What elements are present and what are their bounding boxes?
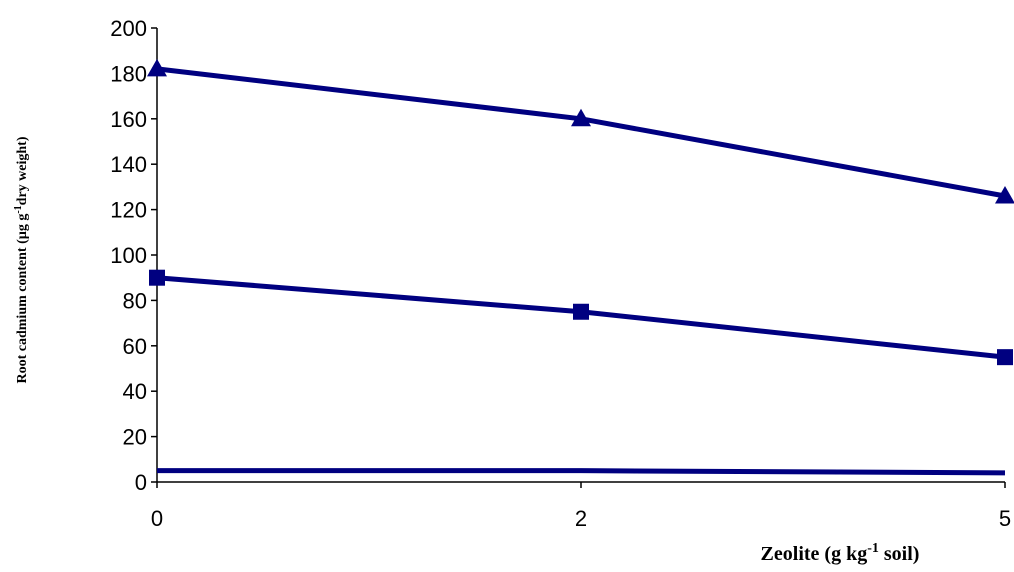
y-axis-title-sup: -1 (13, 205, 24, 213)
y-tick-label: 60 (123, 334, 147, 359)
square-marker (997, 349, 1013, 366)
triangle-marker (995, 185, 1014, 204)
square-marker (149, 269, 165, 286)
series-3 (157, 468, 1006, 476)
series-1 (147, 58, 1014, 204)
y-tick-label: 80 (123, 288, 147, 313)
y-tick-labels: 0 20 40 60 80 100 120 140 160 180 200 (110, 16, 147, 495)
x-axis-title: Zeolite (g kg-1 soil) (761, 541, 920, 565)
square-marker (573, 303, 589, 320)
series-layer (147, 58, 1014, 476)
triangle-marker (147, 58, 167, 77)
y-tick-label: 100 (110, 243, 147, 268)
y-tick-label: 40 (123, 379, 147, 404)
y-axis-title: Root cadmium content (µg g-1dry weight) (13, 136, 30, 383)
x-axis-title-sup: -1 (867, 541, 879, 556)
x-axis-title-tail: soil) (879, 543, 920, 565)
x-axis-title-main: Zeolite (g kg (761, 543, 868, 565)
y-tick-label: 180 (110, 61, 147, 86)
y-tick-label: 120 (110, 198, 147, 223)
x-tick-label: 5 (999, 506, 1011, 531)
triangle-marker (571, 108, 591, 127)
y-tick-label: 200 (110, 16, 147, 41)
y-tick-label: 160 (110, 107, 147, 132)
y-tick-label: 0 (135, 470, 147, 495)
x-tick-labels: 0 2 5 (151, 506, 1011, 531)
y-axis-title-tail: dry weight) (15, 136, 30, 205)
y-tick-label: 140 (110, 152, 147, 177)
x-tick-label: 0 (151, 506, 163, 531)
y-tick-label: 20 (123, 425, 147, 450)
x-tick-label: 2 (575, 506, 587, 531)
series-line (157, 468, 1006, 476)
axes (151, 27, 1006, 488)
series-line (156, 66, 1006, 199)
series-2 (149, 269, 1013, 366)
y-axis-title-main: Root cadmium content (µg g (15, 214, 30, 384)
